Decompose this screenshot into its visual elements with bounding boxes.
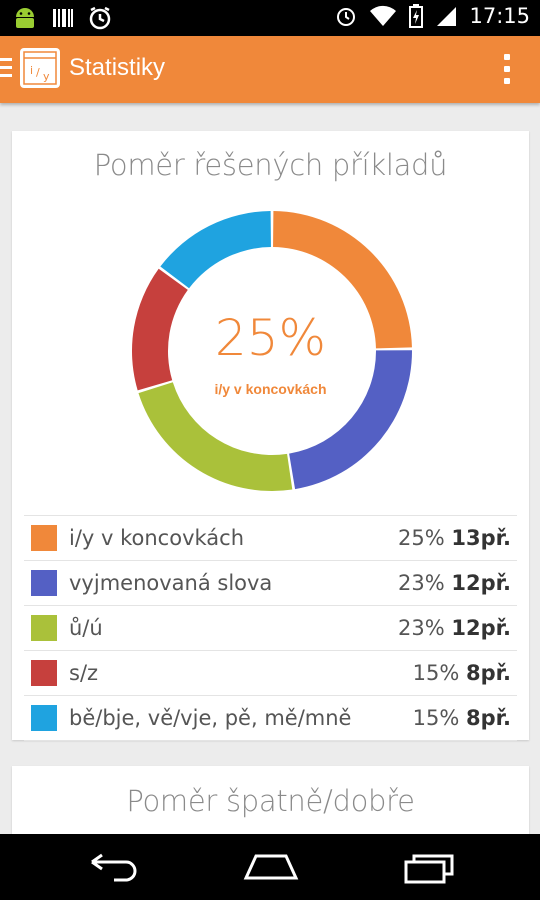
android-icon (16, 8, 34, 28)
legend-count: 12př. (451, 616, 511, 640)
action-bar: i / y Statistiky (0, 36, 540, 103)
wrong-right-ratio-card: Poměr špatně/dobře (12, 766, 529, 846)
back-icon[interactable] (86, 852, 140, 882)
navigation-bar (0, 834, 540, 900)
app-logo-icon[interactable]: i / y (20, 48, 60, 88)
legend-row[interactable]: bě/bje, vě/vje, pě, mě/mně 15% 8př. (24, 695, 517, 741)
donut-slice[interactable] (289, 350, 412, 490)
legend-row[interactable]: vyjmenovaná slova 23% 12př. (24, 560, 517, 605)
wifi-icon (370, 5, 397, 26)
legend-stats: 15% 8př. (413, 661, 511, 685)
status-bar: 17:15 (0, 0, 540, 36)
card-title-solved: Poměr řešených příkladů (93, 148, 448, 182)
svg-text:/: / (36, 66, 40, 79)
legend-swatch (31, 660, 57, 686)
legend-count: 8př. (466, 706, 511, 730)
signal-icon (437, 7, 457, 26)
legend-label: i/y v koncovkách (69, 526, 245, 550)
legend-stats: 15% 8př. (413, 706, 511, 730)
home-icon[interactable] (242, 852, 300, 882)
legend-swatch (31, 525, 57, 551)
donut-chart (132, 211, 412, 491)
card-title-wrong-right: Poměr špatně/dobře (126, 784, 415, 818)
donut-center-percent: 25% (214, 309, 327, 367)
donut-slice[interactable] (132, 268, 188, 391)
legend-swatch (31, 705, 57, 731)
legend-label: ů/ú (69, 616, 103, 640)
donut-center-label: i/y v koncovkách (214, 381, 327, 397)
status-bar-left (12, 6, 112, 30)
legend-percent: 23% (398, 616, 445, 640)
sync-icon (89, 6, 111, 30)
legend-stats: 23% 12př. (398, 616, 511, 640)
alarm-icon (337, 8, 356, 26)
svg-text:y: y (43, 70, 50, 83)
legend-stats: 25% 13př. (398, 526, 511, 550)
overflow-menu-icon[interactable] (504, 54, 510, 84)
legend-percent: 25% (398, 526, 445, 550)
legend-label: vyjmenovaná slova (69, 571, 273, 595)
legend-row[interactable]: ů/ú 23% 12př. (24, 605, 517, 650)
donut-slice[interactable] (138, 382, 293, 491)
legend-label: s/z (69, 661, 99, 685)
legend-list: i/y v koncovkách 25% 13př. vyjmenovaná s… (24, 515, 517, 741)
battery-charging-icon (409, 4, 424, 28)
legend-row[interactable]: s/z 15% 8př. (24, 650, 517, 695)
donut-slice[interactable] (160, 211, 271, 289)
barcode-icon (53, 9, 73, 27)
legend-percent: 15% (412, 661, 460, 685)
drawer-menu-icon[interactable] (0, 58, 12, 80)
status-time: 17:15 (469, 4, 530, 28)
legend-percent: 23% (398, 571, 445, 595)
legend-count: 12př. (451, 571, 511, 595)
svg-text:i: i (30, 64, 33, 77)
legend-count: 8př. (466, 661, 511, 685)
legend-percent: 15% (412, 706, 460, 730)
solved-ratio-card: Poměr řešených příkladů 25% i/y v koncov… (12, 131, 529, 741)
legend-swatch (31, 570, 57, 596)
legend-label: bě/bje, vě/vje, pě, mě/mně (69, 706, 352, 730)
recents-icon[interactable] (402, 852, 456, 884)
status-bar-right: 17:15 (335, 4, 530, 28)
legend-swatch (31, 615, 57, 641)
page-title: Statistiky (69, 54, 166, 81)
donut-slice[interactable] (273, 211, 412, 349)
legend-row[interactable]: i/y v koncovkách 25% 13př. (24, 515, 517, 560)
legend-stats: 23% 12př. (398, 571, 511, 595)
legend-count: 13př. (451, 526, 511, 550)
